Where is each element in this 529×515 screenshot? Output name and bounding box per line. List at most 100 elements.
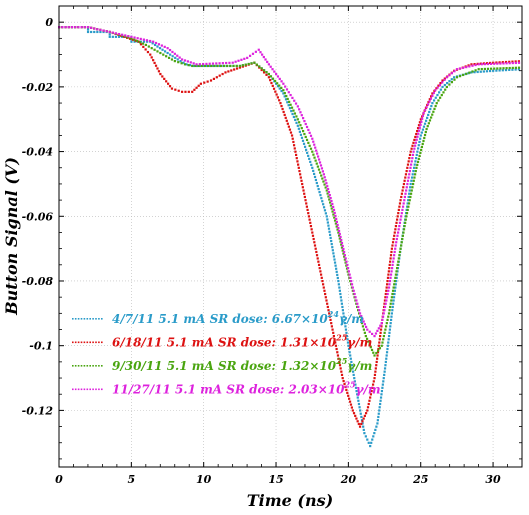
data-point <box>324 296 327 299</box>
data-point <box>417 124 421 127</box>
data-point <box>278 84 281 87</box>
data-point <box>311 166 314 169</box>
data-point <box>303 145 307 148</box>
data-point <box>321 170 325 173</box>
data-point <box>338 289 341 292</box>
data-point <box>385 289 388 292</box>
data-point <box>389 302 392 305</box>
data-point <box>406 166 409 169</box>
data-point <box>313 172 316 176</box>
data-point <box>410 189 413 192</box>
y-tick-label: -0.08 <box>22 275 54 288</box>
data-point <box>298 121 301 124</box>
data-point <box>434 89 437 92</box>
data-point <box>353 380 356 383</box>
data-point <box>267 76 270 79</box>
data-point <box>327 188 330 191</box>
data-point <box>493 62 496 65</box>
data-point <box>483 67 486 71</box>
data-point <box>163 45 166 48</box>
data-point <box>345 331 348 334</box>
data-point <box>386 318 389 321</box>
data-point <box>399 199 402 202</box>
data-point <box>407 202 411 205</box>
data-point <box>324 179 327 182</box>
data-point <box>195 63 198 66</box>
legend-exponent: 25 <box>335 333 348 343</box>
legend-swatch-dot <box>86 341 89 344</box>
data-point <box>332 213 335 216</box>
data-point <box>391 305 394 309</box>
data-point <box>216 64 219 68</box>
data-point <box>375 425 378 428</box>
data-point <box>327 195 330 198</box>
data-point <box>371 383 375 386</box>
data-point <box>230 69 233 72</box>
data-point <box>353 377 356 380</box>
data-point <box>294 150 297 153</box>
data-point <box>421 117 424 120</box>
data-point <box>275 72 278 76</box>
data-point <box>401 208 404 212</box>
data-point <box>360 415 363 419</box>
data-point <box>322 283 325 286</box>
data-point <box>290 134 294 137</box>
data-point <box>315 162 318 165</box>
data-point <box>157 70 161 73</box>
data-point <box>416 150 419 153</box>
data-point <box>312 237 315 241</box>
data-point <box>170 87 174 90</box>
data-point <box>265 71 268 74</box>
data-point <box>114 35 118 38</box>
data-point <box>408 192 411 195</box>
data-point <box>286 122 289 125</box>
data-point <box>339 367 342 370</box>
data-point <box>307 128 310 132</box>
data-point <box>390 312 393 315</box>
data-point <box>153 48 156 51</box>
data-point <box>378 409 381 412</box>
data-point <box>470 63 473 66</box>
data-point <box>301 186 304 189</box>
data-point <box>418 140 421 144</box>
data-point <box>324 212 327 215</box>
data-point <box>323 209 327 212</box>
data-point <box>319 164 323 167</box>
data-point <box>262 55 265 59</box>
data-point <box>392 286 395 289</box>
data-point <box>477 68 480 71</box>
data-point <box>517 66 521 69</box>
data-point <box>378 338 381 341</box>
data-point <box>346 270 349 273</box>
data-point <box>462 66 465 69</box>
data-point <box>429 107 432 111</box>
data-point <box>299 133 303 136</box>
data-point <box>302 142 306 145</box>
data-point <box>267 72 270 76</box>
data-point <box>347 273 350 276</box>
legend-label: 4/7/11 5.1 mA SR dose: 6.67×1024γ/m <box>112 309 364 326</box>
data-point <box>77 26 80 29</box>
data-point <box>212 77 216 80</box>
legend-swatch-dot <box>83 318 86 320</box>
data-point <box>226 64 229 68</box>
data-point <box>302 189 305 192</box>
data-point <box>354 383 357 386</box>
legend-swatch-dot <box>101 341 103 344</box>
data-point <box>356 302 359 305</box>
legend-swatch-dot <box>80 388 83 391</box>
data-point <box>432 91 435 95</box>
data-point <box>350 279 353 283</box>
data-point <box>387 270 390 273</box>
data-point <box>426 125 429 128</box>
data-point <box>173 60 176 63</box>
data-point <box>176 58 179 61</box>
data-point <box>187 90 190 93</box>
data-point <box>131 38 134 41</box>
data-point <box>270 81 273 85</box>
data-point <box>359 409 362 412</box>
data-point <box>399 218 402 221</box>
plot-background <box>59 6 522 467</box>
data-point <box>206 80 209 83</box>
data-point <box>427 122 430 125</box>
